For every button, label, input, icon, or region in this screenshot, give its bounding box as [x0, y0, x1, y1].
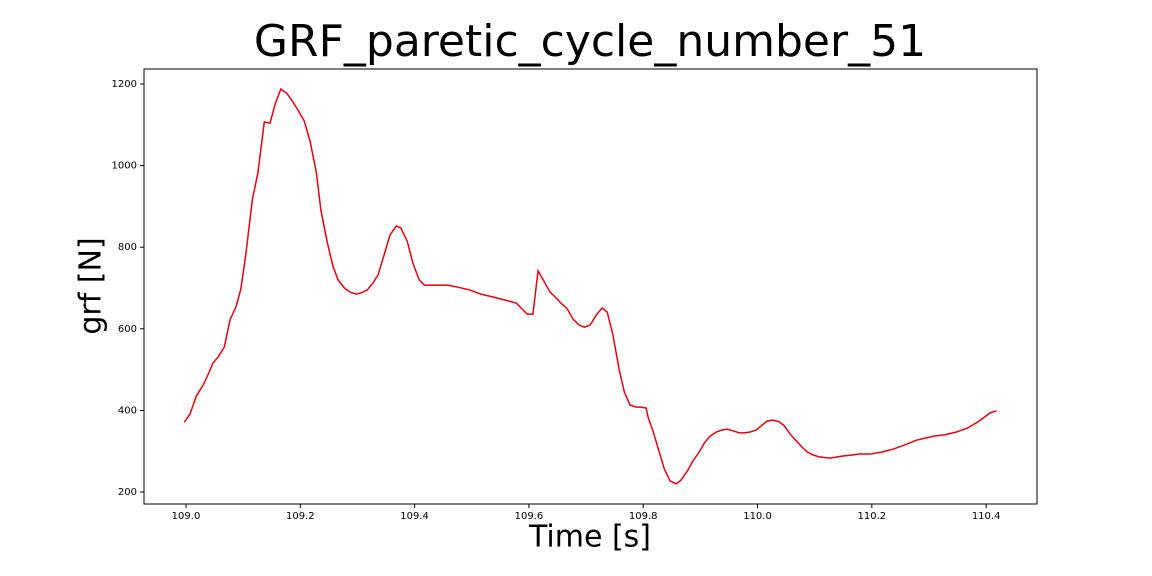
x-tick-label: 109.8	[629, 511, 658, 522]
x-tick-label: 110.2	[858, 511, 887, 522]
y-tick-label: 800	[118, 242, 137, 253]
y-tick-label: 1000	[112, 161, 137, 172]
plot-frame	[143, 68, 1038, 505]
x-tick-label: 109.4	[400, 511, 429, 522]
y-tick-label: 400	[118, 405, 137, 416]
y-axis-label: grf [N]	[74, 237, 109, 334]
x-tick-label: 109.6	[515, 511, 544, 522]
x-tick-label: 109.2	[286, 511, 315, 522]
x-tick-label: 110.4	[972, 511, 1001, 522]
y-tick-label: 600	[118, 324, 137, 335]
x-axis-label: Time [s]	[528, 520, 651, 555]
chart-title: GRF_paretic_cycle_number_51	[254, 16, 926, 67]
data-line	[183, 87, 997, 485]
x-tick-label: 110.0	[743, 511, 772, 522]
y-tick-label: 200	[118, 487, 137, 498]
y-tick-label: 1200	[112, 79, 137, 90]
x-tick-label: 109.0	[172, 511, 201, 522]
